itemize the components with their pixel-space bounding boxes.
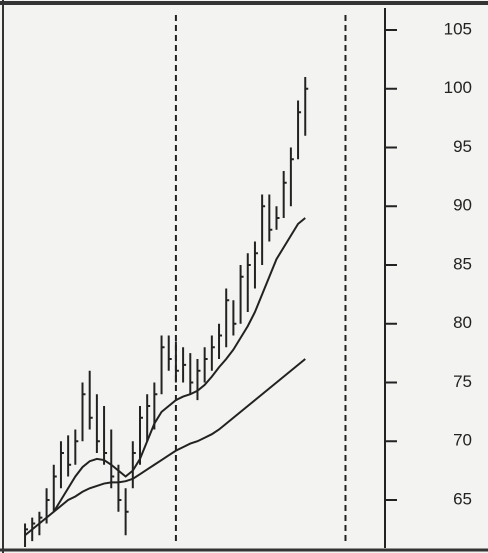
moving-average — [24, 358, 306, 537]
moving-average — [52, 217, 306, 513]
y-tick-label: 65 — [453, 489, 472, 508]
y-tick-label: 105 — [444, 19, 472, 38]
y-tick-label: 95 — [453, 137, 472, 156]
y-tick-label: 100 — [444, 78, 472, 97]
y-tick-label: 90 — [453, 196, 472, 215]
y-tick-label: 80 — [453, 313, 472, 332]
y-tick-label: 70 — [453, 431, 472, 450]
y-tick-label: 85 — [453, 254, 472, 273]
y-tick-label: 75 — [453, 372, 472, 391]
